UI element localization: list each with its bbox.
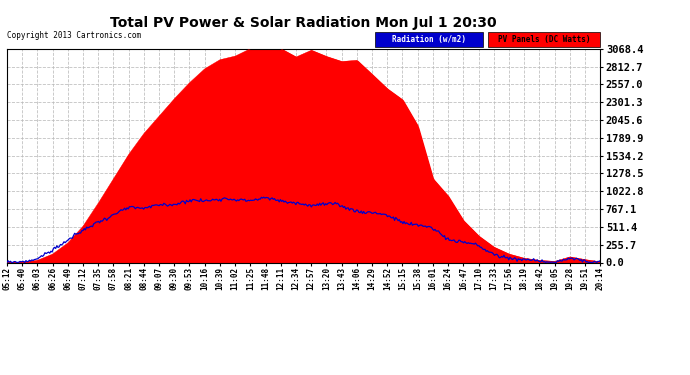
Title: Total PV Power & Solar Radiation Mon Jul 1 20:30: Total PV Power & Solar Radiation Mon Jul…: [110, 16, 497, 30]
Text: Copyright 2013 Cartronics.com: Copyright 2013 Cartronics.com: [7, 31, 141, 40]
